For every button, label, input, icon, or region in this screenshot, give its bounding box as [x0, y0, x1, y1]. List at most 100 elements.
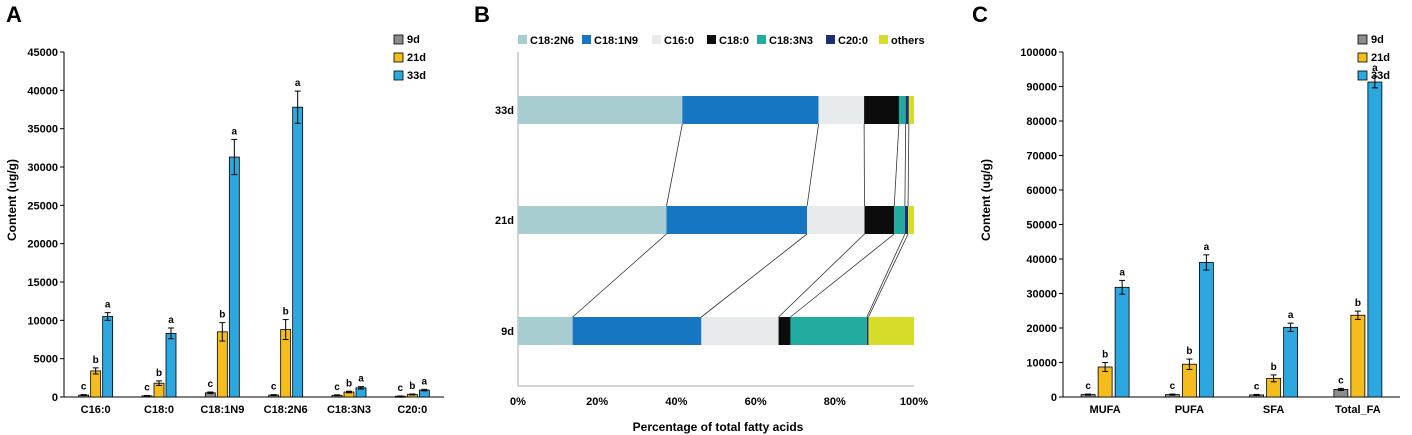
panel-b-segment-c18-0-33d: [864, 96, 899, 124]
panel-b-segment-c16-0-33d: [818, 96, 865, 124]
panel-a-y-tick-label: 40000: [27, 85, 58, 97]
panel-c-x-tick-label-mufa: MUFA: [1090, 404, 1121, 416]
panel-b-segment-c18-0-9d: [778, 317, 791, 345]
panel-c-significance-letter: c: [1085, 381, 1091, 392]
panel-b-segment-c18-1n9-21d: [666, 206, 808, 234]
panel-a-y-tick-label: 45000: [27, 47, 58, 59]
panel-c-significance-letter: b: [1186, 346, 1192, 357]
panel-c-x-tick-label-total-fa: Total_FA: [1335, 404, 1381, 416]
panel-b-connector-line: [701, 233, 808, 318]
panel-a-bar-21d-c16-0: [90, 370, 102, 398]
panel-c-y-tick-label: 30000: [1026, 289, 1057, 301]
panel-b-connector-line: [907, 123, 910, 207]
panel-b-row-label-9d: 9d: [501, 326, 514, 338]
panel-b-connector-line: [893, 123, 900, 207]
panel-a-y-tick-label: 35000: [27, 124, 58, 136]
panel-a-legend-label-33d: 33d: [407, 70, 426, 82]
panel-b-segment-c18-2n6-21d: [518, 206, 667, 234]
panel-c-x-tick-label-sfa: SFA: [1263, 404, 1284, 416]
panel-c-significance-letter: a: [1204, 242, 1210, 253]
panel-a-legend-label-9d: 9d: [407, 34, 420, 46]
panel-c-legend-swatch-33d: [1357, 70, 1368, 81]
panel-a-y-tick-label: 25000: [27, 200, 58, 212]
panel-a-significance-letter: b: [219, 310, 225, 321]
panel-b-segment-c18-3n3-33d: [898, 96, 906, 124]
panel-b-segment-c20-0-9d: [866, 317, 869, 345]
panel-b-letter: B: [474, 2, 490, 27]
panel-b-x-tick-label: 80%: [824, 396, 846, 408]
panel-c-x-tick-label-pufa: PUFA: [1175, 404, 1204, 416]
panel-b-connector-line: [572, 233, 667, 318]
panel-b-row-label-21d: 21d: [495, 215, 514, 227]
panel-c-y-tick-label: 10000: [1026, 358, 1057, 370]
panel-a-x-tick-label-c16-0: C16:0: [81, 404, 111, 416]
panel-a-significance-letter: a: [232, 126, 238, 137]
panel-c-y-tick-label: 100000: [1020, 47, 1057, 59]
panel-a-legend-swatch-21d: [393, 52, 404, 63]
panel-b-segment-c18-2n6-9d: [518, 317, 573, 345]
panel-b-legend-swatch-c16-0: [652, 35, 661, 44]
panel-b-segment-c16-0-9d: [701, 317, 779, 345]
panel-b-connector-line: [868, 233, 909, 318]
panel-a-significance-letter: c: [208, 379, 214, 390]
panel-a-bar-21d-c18-1n9: [216, 331, 228, 398]
panel-c-significance-letter: c: [1254, 381, 1260, 392]
panel-a-legend-swatch-33d: [393, 70, 404, 81]
panel-b-legend-swatch-others: [879, 35, 888, 44]
panel-a-x-tick-label-c18-1n9: C18:1N9: [200, 404, 244, 416]
panel-b-segment-c18-0-21d: [864, 206, 895, 234]
panel-b-chart: B Percentage of total fatty acids 0% 20% 4…: [474, 2, 928, 434]
panel-a-significance-letter: c: [81, 382, 87, 393]
panel-c-legend-label-33d: 33d: [1371, 70, 1390, 82]
panel-a-legend-swatch-9d: [393, 34, 404, 45]
panel-a-y-tick-label: 20000: [27, 239, 58, 251]
panel-b-segment-others-9d: [868, 317, 914, 345]
panel-a-bar-33d-c18-1n9: [228, 156, 240, 398]
panel-a-significance-letter: b: [346, 378, 352, 389]
panel-c-legend-swatch-21d: [1357, 52, 1368, 63]
panel-b-xlabel: Percentage of total fatty acids: [633, 420, 804, 434]
panel-a-significance-letter: a: [168, 315, 174, 326]
panel-a-legend-label-21d: 21d: [407, 52, 426, 64]
panel-a-y-tick-label: 5000: [34, 354, 58, 366]
panel-c-letter: C: [972, 2, 988, 27]
panel-c-y-tick-label: 0: [1051, 392, 1057, 404]
panel-c-significance-letter: a: [1119, 267, 1125, 278]
panel-b-segment-c18-1n9-9d: [572, 317, 702, 345]
panel-b-legend-label-c20-0: C20:0: [838, 35, 868, 47]
panel-c-bar-33d-sfa: [1283, 326, 1299, 398]
panel-b-segment-c16-0-21d: [807, 206, 865, 234]
panel-b-legend-swatch-c18-0: [707, 35, 716, 44]
panel-b-segment-others-33d: [908, 96, 914, 124]
panel-c-legend-swatch-9d: [1357, 34, 1368, 45]
panel-b-segment-c18-2n6-33d: [518, 96, 683, 124]
panel-c-legend-label-21d: 21d: [1371, 52, 1390, 64]
panel-a-significance-letter: c: [271, 382, 277, 393]
panel-a-bar-33d-c16-0: [102, 316, 114, 398]
panel-c-y-tick-label: 40000: [1026, 254, 1057, 266]
panel-b-legend-swatch-c20-0: [826, 35, 835, 44]
panel-b-connector-line: [806, 123, 819, 207]
panel-a-x-tick-label-c18-0: C18:0: [144, 404, 174, 416]
panel-a-significance-letter: b: [409, 381, 415, 392]
panel-b-segment-c20-0-33d: [905, 96, 909, 124]
panel-c-bar-33d-total-fa: [1367, 81, 1383, 398]
panel-a-x-tick-label-c20-0: C20:0: [397, 404, 427, 416]
panel-b-connector-line: [790, 233, 895, 318]
panel-a-letter: A: [6, 2, 22, 27]
panel-a-y-tick-label: 10000: [27, 315, 58, 327]
panel-b-connector-line: [666, 123, 683, 207]
panel-a-significance-letter: b: [93, 355, 99, 366]
panel-b-legend-label-c18-1n9: C18:1N9: [594, 35, 638, 47]
panel-b-legend-label-others: others: [891, 35, 925, 47]
panel-c-y-tick-label: 80000: [1026, 116, 1057, 128]
panel-a-ylabel: Content (ug/g): [5, 159, 19, 241]
panel-b-x-tick-label: 60%: [745, 396, 767, 408]
panel-c-y-tick-label: 20000: [1026, 323, 1057, 335]
panel-b-connector-line: [904, 123, 907, 207]
panel-b-connector-line: [866, 233, 906, 318]
panel-c-significance-letter: a: [1372, 63, 1378, 74]
panel-c-significance-letter: b: [1102, 350, 1108, 361]
panel-a-significance-letter: c: [144, 383, 150, 394]
